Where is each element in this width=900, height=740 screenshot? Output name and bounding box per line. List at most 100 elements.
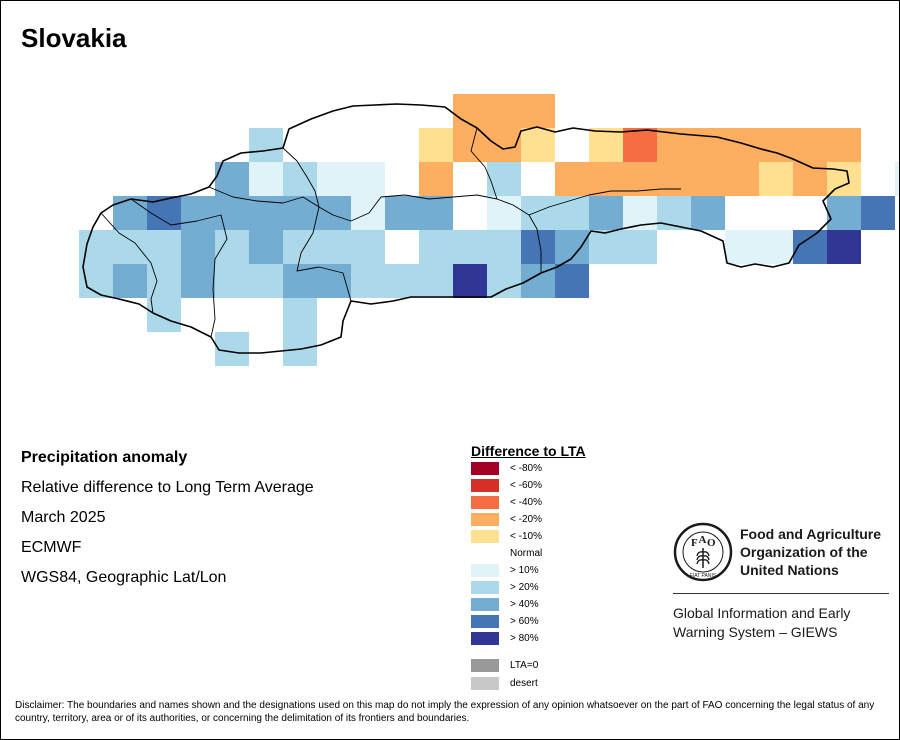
anomaly-grid [79,94,899,366]
info-projection: WGS84, Geographic Lat/Lon [21,569,227,586]
anomaly-cell [691,128,725,162]
legend-label: < -60% [510,480,542,491]
anomaly-cell [487,264,521,298]
anomaly-cell [827,230,861,264]
anomaly-cell [317,196,351,230]
anomaly-cell [521,128,555,162]
anomaly-cell [215,332,249,366]
anomaly-cell [487,94,521,128]
anomaly-cell [725,162,759,196]
anomaly-cell [521,94,555,128]
legend-swatch [471,615,499,628]
legend-label: < -10% [510,531,542,542]
anomaly-cell [419,230,453,264]
anomaly-cell [759,230,793,264]
anomaly-cell [589,128,623,162]
fao-name-line: Food and Agriculture [740,526,882,542]
anomaly-cell [317,230,351,264]
anomaly-cell [453,264,487,298]
anomaly-cell [249,264,283,298]
anomaly-cell [759,162,793,196]
legend-label: > 10% [510,565,539,576]
anomaly-cell [487,196,521,230]
legend-label: > 80% [510,633,539,644]
legend-label: < -80% [510,463,542,474]
anomaly-cell [351,264,385,298]
giews-line: Global Information and Early [673,605,851,621]
anomaly-cell [623,230,657,264]
anomaly-cell [215,196,249,230]
anomaly-cell [521,196,555,230]
legend-label: < -20% [510,514,542,525]
anomaly-map [79,94,899,366]
info-subtitle: Relative difference to Long Term Average [21,479,314,496]
legend-label: Normal [510,548,543,559]
anomaly-cell [181,264,215,298]
legend-swatch [471,496,499,509]
fao-divider [673,593,889,594]
legend-swatch [471,564,499,577]
legend-swatch [471,598,499,611]
anomaly-cell [589,162,623,196]
anomaly-cell [691,196,725,230]
anomaly-cell [147,298,181,332]
anomaly-cell [453,94,487,128]
legend-title: Difference to LTA [471,443,586,459]
info-period: March 2025 [21,509,106,526]
legend-label-desert: desert [510,678,538,689]
anomaly-cell [793,128,827,162]
anomaly-cell [725,230,759,264]
legend-label: < -40% [510,497,542,508]
anomaly-cell [487,230,521,264]
anomaly-cell [419,162,453,196]
anomaly-cell [385,264,419,298]
svg-text:A: A [699,534,707,546]
legend-label: > 60% [510,616,539,627]
anomaly-cell [385,196,419,230]
anomaly-cell [215,230,249,264]
legend-swatch [471,479,499,492]
anomaly-cell [147,264,181,298]
anomaly-cell [113,196,147,230]
anomaly-cell [317,162,351,196]
anomaly-cell [419,264,453,298]
anomaly-cell [827,196,861,230]
svg-text:F: F [691,537,698,549]
anomaly-cell [555,196,589,230]
anomaly-cell [623,128,657,162]
anomaly-cell [147,230,181,264]
svg-text:O: O [707,537,716,549]
anomaly-cell [249,128,283,162]
disclaimer: Disclaimer: The boundaries and names sho… [15,700,875,724]
anomaly-cell [351,230,385,264]
legend-swatch-desert [471,677,499,690]
legend-label-lta-zero: LTA=0 [510,660,539,671]
anomaly-cell [657,196,691,230]
anomaly-cell [827,128,861,162]
anomaly-cell [317,264,351,298]
legend-swatch [471,581,499,594]
anomaly-cell [419,128,453,162]
anomaly-cell [283,162,317,196]
legend-label: > 40% [510,599,539,610]
anomaly-cell [419,196,453,230]
map-title: Slovakia [21,23,127,53]
anomaly-cell [181,196,215,230]
anomaly-cell [113,264,147,298]
anomaly-cell [113,230,147,264]
legend-swatch [471,513,499,526]
legend-swatch [471,547,499,560]
anomaly-cell [725,128,759,162]
anomaly-cell [555,264,589,298]
country-boundary [82,103,850,354]
anomaly-cell [215,264,249,298]
info-heading: Precipitation anomaly [21,449,188,466]
legend-swatch-lta-zero [471,659,499,672]
anomaly-cell [351,162,385,196]
info-source: ECMWF [21,539,82,556]
fao-name-line: Organization of the [740,544,868,560]
legend-label: > 20% [510,582,539,593]
giews-line: Warning System – GIEWS [673,624,838,640]
region-boundaries [100,127,681,338]
